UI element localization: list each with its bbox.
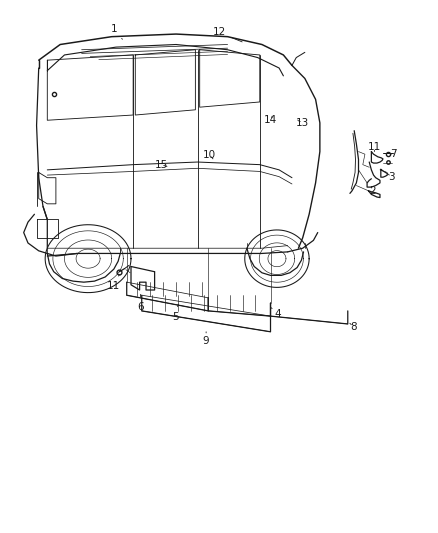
Text: 7: 7 — [390, 149, 397, 159]
Text: 3: 3 — [387, 172, 395, 182]
Text: 15: 15 — [155, 160, 168, 169]
Text: 5: 5 — [172, 304, 179, 322]
Text: 6: 6 — [137, 294, 144, 312]
Text: 11: 11 — [368, 142, 381, 152]
Text: 2: 2 — [369, 186, 375, 196]
Text: 9: 9 — [203, 332, 209, 346]
Text: 13: 13 — [296, 118, 309, 128]
Text: 14: 14 — [264, 115, 277, 125]
Text: 1: 1 — [110, 24, 123, 39]
Text: 12: 12 — [212, 28, 242, 42]
Text: 11: 11 — [107, 274, 120, 292]
Text: 4: 4 — [271, 307, 282, 319]
Text: 8: 8 — [350, 321, 357, 332]
Text: 10: 10 — [203, 150, 216, 160]
